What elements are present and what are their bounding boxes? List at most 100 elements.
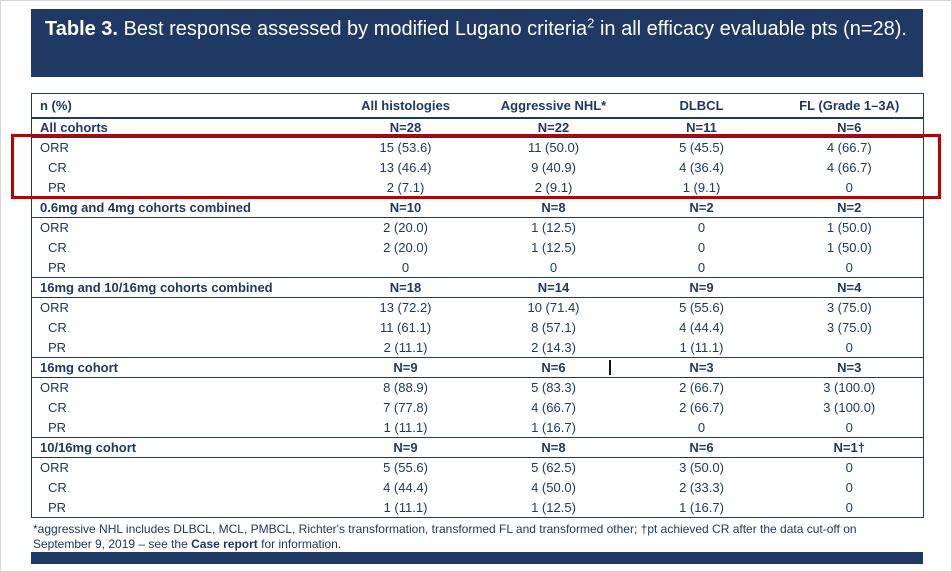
section-row-1016mg: 10/16mg cohort N=9 N=8 N=6 N=1† [31,437,924,458]
cell: 2 (20.0) [383,220,428,236]
row-pr: PR 0 0 0 0 [32,258,924,278]
footnote-text-before: *aggressive NHL includes DLBCL, MCL, PMB… [33,522,857,551]
cell: 2 (20.0) [383,240,428,255]
cell: N=8 [479,437,628,458]
column-header-n-pct: n (%) [31,93,332,119]
cell: 2 (9.1) [534,179,573,195]
cell: 3 (75.0) [826,320,872,335]
cell: N=28 [331,117,480,138]
row-orr: ORR 2 (20.0) 1 (12.5) 0 1 (50.0) [32,218,924,238]
row-orr: ORR 8 (88.9) 5 (83.3) 2 (66.7) 3 (100.0) [32,378,924,398]
cell: 0 [845,499,853,515]
row-cr: CR 2 (20.0) 1 (12.5) 0 1 (50.0) [32,238,924,258]
row-orr: ORR 15 (53.6) 11 (50.0) 5 (45.5) 4 (66.7… [32,138,924,158]
cell: N=9 [627,277,776,298]
cell: N=2 [627,197,776,218]
cell: 4 (44.4) [679,320,724,335]
cell: 3 (50.0) [679,460,724,476]
cell: 0 [697,259,706,275]
results-table-container: n (%) All histologies Aggressive NHL* DL… [31,93,924,518]
cell: 1 (12.5) [531,240,576,255]
table-title-bar: Table 3. Best response assessed by modif… [31,9,923,77]
cell: 1 (11.1) [383,499,428,515]
row-label: ORR [40,460,69,476]
cell: 5 (55.6) [383,460,428,476]
cell: 3 (100.0) [823,380,876,396]
cell: 0 [845,179,853,195]
bottom-bar [31,552,923,564]
cell: 2 (33.3) [679,480,724,495]
section-label: 0.6mg and 4mg cohorts combined [31,197,332,218]
row-cr: CR 4 (44.4) 4 (50.0) 2 (33.3) 0 [32,478,924,498]
cell: N=4 [775,277,924,298]
cell: 13 (46.4) [379,160,432,175]
table-number: Table 3. [45,18,118,40]
footnote-text-after: for information. [257,537,342,551]
section-label: All cohorts [31,117,332,138]
section-label: 16mg and 10/16mg cohorts combined [31,277,332,298]
row-label: PR [48,179,67,195]
row-pr: PR 1 (11.1) 1 (16.7) 0 0 [32,418,924,438]
cell: 8 (88.9) [383,380,428,396]
section-label: 16mg cohort [31,357,332,378]
section-row-16mg-1016mg: 16mg and 10/16mg cohorts combined N=18 N… [31,277,924,298]
cell: 0 [697,419,706,435]
row-label: CR [48,240,67,255]
cell: N=1† [775,437,924,458]
cell: 1 (11.1) [383,419,428,435]
cell: N=3 [627,357,776,378]
cell: N=6 [627,437,776,458]
cell: 9 (40.9) [531,160,576,175]
cell: 4 (66.7) [531,400,576,415]
cell: 0 [697,240,706,255]
row-pr: PR 1 (11.1) 1 (12.5) 1 (16.7) 0 [32,498,924,518]
row-label: CR [48,480,67,495]
cell: 1 (16.7) [531,419,576,435]
cell: N=3 [775,357,924,378]
section-row-16mg: 16mg cohort N=9 N=6 N=3 N=3 [31,357,924,378]
row-label: ORR [40,140,69,156]
row-orr: ORR 5 (55.6) 5 (62.5) 3 (50.0) 0 [32,458,924,478]
cell: 0 [549,259,558,275]
row-label: PR [48,419,67,435]
section-row-06mg-4mg: 0.6mg and 4mg cohorts combined N=10 N=8 … [31,197,924,218]
cell: 5 (83.3) [531,380,576,396]
row-label: PR [48,259,67,275]
row-label: CR [48,160,67,175]
cell: 2 (66.7) [679,400,724,415]
cell: 3 (75.0) [826,300,872,316]
cell: 4 (66.7) [826,140,872,156]
cell: 4 (50.0) [531,480,576,495]
cell: N=11 [627,117,776,138]
section-row-all-cohorts: All cohorts N=28 N=22 N=11 N=6 [31,117,924,138]
cell: 0 [845,460,853,476]
column-header-all-histologies: All histologies [331,93,480,119]
row-label: ORR [40,220,69,236]
title-text-after-sup: in all efficacy evaluable pts (n=28). [599,18,907,40]
cell: N=9 [331,437,480,458]
row-pr: PR 2 (7.1) 2 (9.1) 1 (9.1) 0 [32,178,924,198]
footnote: *aggressive NHL includes DLBCL, MCL, PMB… [33,522,901,552]
cell: N=2 [775,197,924,218]
title-superscript: 2 [587,15,595,31]
text-cursor [609,360,611,375]
cell: 11 (61.1) [379,320,432,335]
cell: N=6 [775,117,924,138]
cell: 5 (62.5) [531,460,576,476]
cell: 7 (77.8) [383,400,428,415]
row-cr: CR 13 (46.4) 9 (40.9) 4 (36.4) 4 (66.7) [32,158,924,178]
row-label: ORR [40,380,69,396]
column-header-dlbcl: DLBCL [627,93,776,119]
row-cr: CR 7 (77.8) 4 (66.7) 2 (66.7) 3 (100.0) [32,398,924,418]
row-label: CR [48,400,67,415]
row-label: CR [48,320,67,335]
cell: N=22 [479,117,628,138]
cell: 2 (14.3) [531,339,576,355]
cell: N=8 [479,197,628,218]
cell: N=18 [331,277,480,298]
title-text-before-sup: Best response assessed by modified Lugan… [123,18,588,40]
results-table: n (%) All histologies Aggressive NHL* DL… [31,93,924,518]
cell: 10 (71.4) [527,300,580,316]
cell: N=9 [331,357,480,378]
